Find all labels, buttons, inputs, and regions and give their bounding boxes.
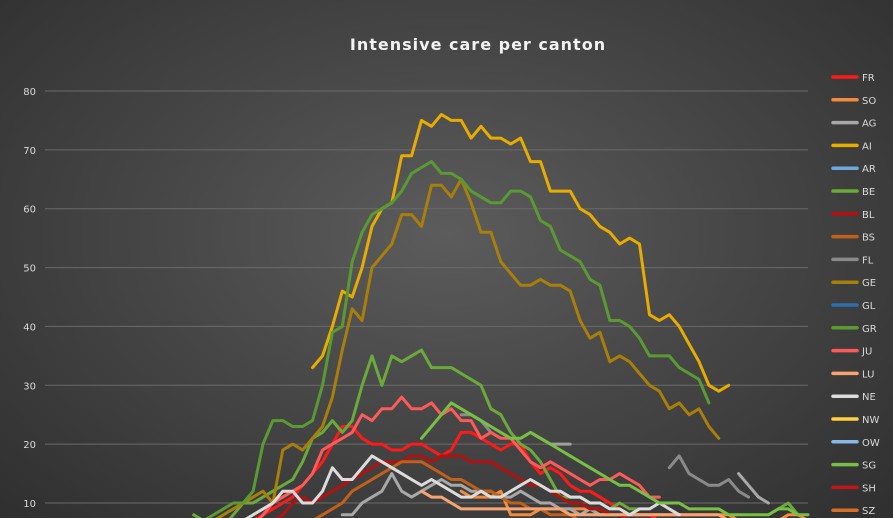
legend: FR SO AG AI AR BE BL BS FL GE GL GR JU LU NE NW OW SG SH SZ xyxy=(831,73,880,517)
legend-item-ge: GE xyxy=(831,278,876,289)
legend-item-bs: BS xyxy=(831,233,875,244)
legend-label: AR xyxy=(862,164,876,175)
legend-item-ag: AG xyxy=(831,119,876,130)
legend-item-ai: AI xyxy=(831,141,872,152)
legend-label: SH xyxy=(862,483,876,494)
chart-title: Intensive care per canton xyxy=(350,35,606,54)
legend-label: SO xyxy=(862,96,876,107)
legend-label: LU xyxy=(862,369,874,380)
legend-item-be: BE xyxy=(831,187,875,198)
series-line-be xyxy=(192,348,641,518)
legend-item-bl: BL xyxy=(831,210,875,221)
y-tick-label-70: 70 xyxy=(23,146,36,157)
legend-label: OW xyxy=(862,438,880,449)
y-tick-label-60: 60 xyxy=(23,205,36,216)
legend-item-ne: NE xyxy=(831,392,876,403)
legend-label: FR xyxy=(862,73,875,84)
legend-label: BS xyxy=(862,233,875,244)
legend-item-nw: NW xyxy=(831,415,879,426)
legend-item-ow: OW xyxy=(831,438,880,449)
y-tick-label-80: 80 xyxy=(23,87,36,98)
series-line-ne xyxy=(244,454,681,518)
series-line-ge xyxy=(215,177,721,518)
y-tick-label-10: 10 xyxy=(23,499,36,510)
series-line-extra-3 xyxy=(776,501,800,517)
legend-item-so: SO xyxy=(831,96,876,107)
legend-label: AI xyxy=(862,141,872,152)
legend-label: GL xyxy=(862,301,876,312)
legend-label: GR xyxy=(862,324,877,335)
series-line-lu xyxy=(420,489,728,518)
legend-item-sh: SH xyxy=(831,483,876,494)
grid xyxy=(45,90,808,504)
y-axis-ticks: 10 20 30 40 50 60 70 80 xyxy=(23,87,36,510)
y-tick-label-40: 40 xyxy=(23,322,36,333)
legend-label: NW xyxy=(862,415,879,426)
legend-item-ju: JU xyxy=(831,347,872,358)
y-tick-label-20: 20 xyxy=(23,440,36,451)
series-line-fl xyxy=(667,454,750,499)
legend-label: FL xyxy=(862,255,874,266)
series-line-gr xyxy=(205,160,711,518)
legend-label: JU xyxy=(861,347,872,358)
legend-item-fl: FL xyxy=(831,255,874,266)
y-tick-label-50: 50 xyxy=(23,264,36,275)
legend-item-fr: FR xyxy=(831,73,875,84)
legend-item-gl: GL xyxy=(831,301,876,312)
legend-label: BE xyxy=(862,187,875,198)
legend-item-gr: GR xyxy=(831,324,877,335)
legend-item-ar: AR xyxy=(831,164,876,175)
y-tick-label-30: 30 xyxy=(23,381,36,392)
legend-label: BL xyxy=(862,210,875,221)
series-line-extra-2 xyxy=(737,472,770,505)
series-line-ai xyxy=(311,113,731,393)
legend-label: GE xyxy=(862,278,876,289)
series-line-sg xyxy=(420,401,810,517)
legend-item-lu: LU xyxy=(831,369,874,380)
legend-label: AG xyxy=(862,119,876,130)
series-line-bs xyxy=(314,460,579,518)
legend-label: SG xyxy=(862,461,876,472)
series-line-ju xyxy=(258,395,661,518)
series-lines xyxy=(192,113,810,518)
legend-item-sg: SG xyxy=(831,461,876,472)
legend-label: NE xyxy=(862,392,876,403)
legend-label: SZ xyxy=(862,506,875,517)
legend-item-sz: SZ xyxy=(831,506,875,517)
